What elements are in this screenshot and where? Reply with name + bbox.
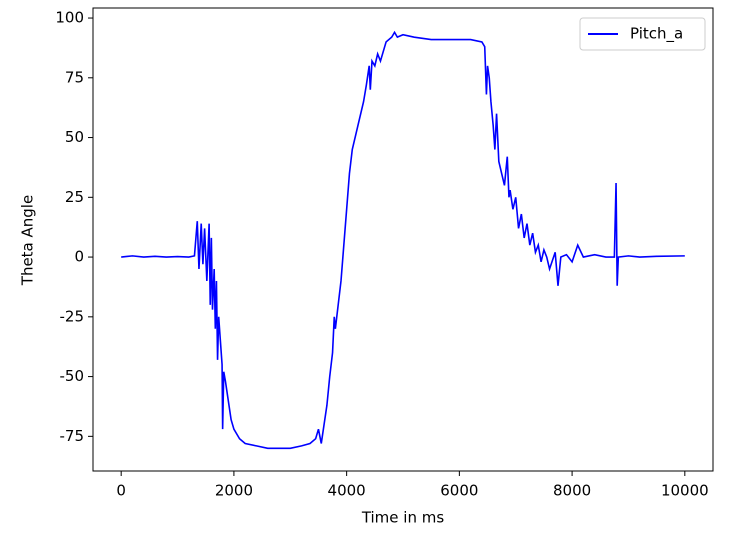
y-tick-label: 25	[65, 188, 84, 206]
x-tick-label: 6000	[440, 482, 478, 500]
x-tick-label: 10000	[661, 482, 709, 500]
x-tick-label: 8000	[553, 482, 591, 500]
x-tick-label: 2000	[215, 482, 253, 500]
y-tick-label: 75	[65, 68, 84, 86]
y-axis-label: Theta Angle	[19, 195, 37, 286]
y-tick-label: -25	[60, 307, 85, 325]
legend-box	[579, 17, 706, 51]
y-tick-label: 50	[65, 128, 84, 146]
y-tick-label: 100	[55, 9, 84, 27]
plot-frame	[92, 7, 714, 472]
data-line	[121, 30, 685, 450]
y-tick-label: 0	[74, 248, 84, 266]
y-tick-label: -50	[60, 367, 85, 385]
y-tick-label: -75	[60, 427, 85, 445]
legend-label: Pitch_a	[630, 25, 683, 44]
x-axis-label: Time in ms	[361, 509, 445, 527]
x-tick-label: 4000	[328, 482, 366, 500]
x-tick-label: 0	[116, 482, 126, 500]
